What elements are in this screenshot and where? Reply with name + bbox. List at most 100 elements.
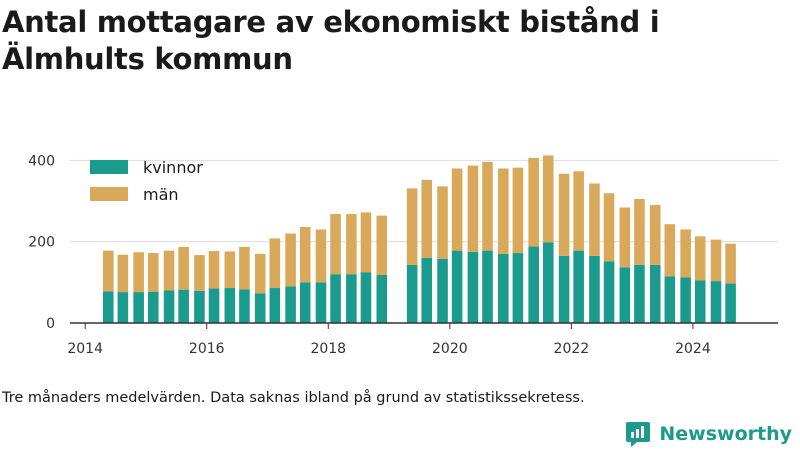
bar-man [634, 198, 645, 265]
bar-man [285, 233, 296, 287]
bar-kvinnor [680, 277, 691, 323]
x-tick-label: 2022 [554, 341, 590, 357]
bar-kvinnor [239, 289, 250, 323]
chart-title: Antal mottagare av ekonomiskt bistånd i … [2, 5, 660, 76]
bar-kvinnor [254, 293, 266, 323]
bar-man [482, 161, 493, 251]
bar-kvinnor [163, 290, 175, 323]
bar-kvinnor [360, 272, 372, 323]
bar-kvinnor [512, 253, 524, 323]
bar-man [102, 250, 114, 292]
bar-kvinnor [498, 253, 509, 323]
bar-kvinnor [467, 251, 479, 323]
bar-kvinnor [573, 250, 584, 323]
bar-man [451, 168, 463, 251]
bar-man [299, 227, 311, 283]
bar-kvinnor [664, 276, 676, 323]
bar-kvinnor [194, 290, 205, 323]
bar-man [194, 255, 205, 291]
bar-kvinnor [224, 288, 236, 323]
bar-kvinnor [269, 288, 281, 323]
bar-man [315, 229, 327, 283]
bar-man [467, 165, 479, 252]
bar-kvinnor [285, 286, 296, 323]
y-tick-label: 400 [28, 153, 55, 169]
newsworthy-logo-icon [626, 422, 651, 447]
bar-kvinnor [558, 255, 570, 323]
bar-kvinnor [346, 274, 357, 323]
brand-logo: Newsworthy [625, 418, 792, 450]
bar-man [542, 155, 554, 243]
x-tick-label: 2024 [675, 341, 711, 357]
bar-man [163, 250, 175, 291]
bar-kvinnor [528, 246, 539, 323]
bar-man [710, 239, 722, 282]
footnote: Tre månaders medelvärden. Data saknas ib… [2, 390, 585, 406]
bar-man [360, 212, 372, 273]
bar-kvinnor [725, 283, 736, 323]
bar-kvinnor [133, 292, 144, 323]
bar-kvinnor [437, 258, 448, 323]
bar-kvinnor [376, 275, 388, 323]
bar-man [133, 252, 144, 293]
bar-man [512, 167, 524, 254]
bars [102, 155, 736, 323]
bar-kvinnor [147, 291, 159, 323]
bar-man [649, 205, 661, 265]
bar-kvinnor [421, 257, 433, 323]
bar-kvinnor [451, 250, 463, 323]
bar-man [664, 224, 676, 277]
bar-kvinnor [117, 292, 129, 323]
bar-man [117, 254, 129, 293]
bar-kvinnor [102, 291, 114, 323]
bar-man [147, 253, 159, 292]
bar-man [437, 186, 448, 259]
bar-kvinnor [406, 264, 418, 323]
x-tick-label: 2016 [189, 341, 225, 357]
legend-label: män [143, 185, 179, 204]
bar-kvinnor [649, 264, 661, 323]
bar-kvinnor [330, 274, 341, 323]
bar-man [208, 251, 220, 289]
bar-man [239, 246, 250, 290]
bar-kvinnor [603, 261, 615, 323]
bar-kvinnor [299, 282, 311, 323]
bar-kvinnor [208, 288, 220, 323]
bar-man [224, 251, 236, 289]
x-tick-label: 2018 [310, 341, 346, 357]
brand-name: Newsworthy [659, 423, 792, 445]
bar-man [421, 179, 433, 258]
legend: kvinnor män [90, 158, 203, 204]
bar-man [619, 207, 631, 268]
legend-swatch [90, 187, 128, 201]
bar-kvinnor [589, 255, 600, 323]
bar-kvinnor [710, 281, 722, 323]
bar-kvinnor [634, 264, 645, 323]
y-tick-label: 0 [46, 316, 55, 332]
bar-man [528, 157, 539, 247]
y-tick-label: 200 [28, 235, 55, 251]
bar-man [498, 168, 509, 254]
bar-kvinnor [619, 267, 631, 323]
bar-man [603, 193, 615, 262]
bar-man [178, 246, 189, 290]
x-tick-label: 2020 [432, 341, 468, 357]
bar-man [254, 253, 266, 294]
bar-man [269, 238, 281, 289]
bar-man [330, 214, 341, 275]
bar-man [694, 236, 706, 281]
bar-man [589, 183, 600, 256]
bar-kvinnor [315, 282, 327, 323]
legend-swatch [90, 160, 128, 174]
bar-man [573, 171, 584, 251]
bar-man [680, 229, 691, 278]
bar-kvinnor [178, 289, 189, 323]
axes: 0 200 400 2014 2016 2018 2020 2022 2024 [28, 153, 778, 357]
bar-kvinnor [694, 280, 706, 323]
bar-man [725, 243, 736, 284]
bar-man [346, 214, 357, 275]
legend-label: kvinnor [143, 158, 203, 177]
bar-man [406, 188, 418, 265]
bar-man [558, 173, 570, 256]
bar-man [376, 215, 388, 276]
